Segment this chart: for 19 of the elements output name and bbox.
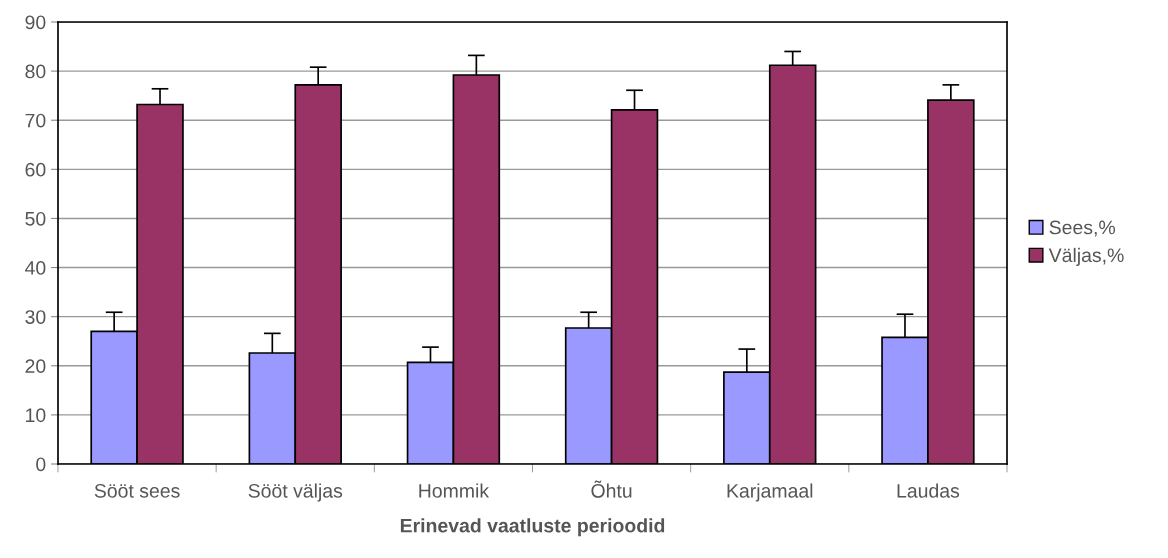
x-tick-label: Sööt sees [94,483,180,498]
y-tick-label: 20 [25,359,46,374]
x-tick-label: Laudas [897,483,960,498]
y-tick-label: 80 [25,64,46,79]
x-axis-title: Erinevad vaatluste perioodid [400,518,665,537]
y-tick-label: 90 [25,15,46,30]
legend-label: Väljas,% [1048,247,1124,266]
x-tick-label: Õhtu [591,480,632,498]
y-tick-label: 60 [25,162,46,177]
y-tick-label: 0 [36,457,46,472]
y-tick-label: 70 [25,113,46,128]
y-tick-label: 40 [25,261,46,275]
x-tick-label: Karjamaal [727,483,813,502]
x-tick-label: Hommik [419,483,490,498]
legend-label: Sees,% [1049,220,1116,237]
y-tick-label: 30 [25,310,46,324]
y-tick-label: 50 [25,211,46,226]
y-tick-label: 10 [26,408,46,423]
x-tick-label: Sööt väljas [248,483,343,502]
